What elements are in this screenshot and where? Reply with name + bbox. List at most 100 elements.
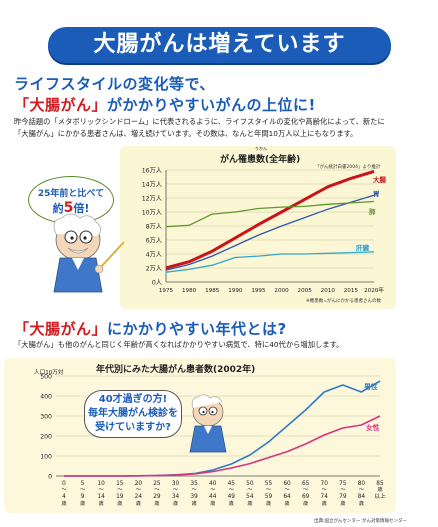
chart2-x-tick-label: 80 (358, 481, 366, 487)
chart1-x-tick-label: 2000 (274, 288, 289, 294)
chart2-y-tick-label: 200 (40, 434, 52, 441)
chart2-y-tick-label: 100 (40, 454, 52, 461)
chart2-y-tick-label: 400 (40, 394, 52, 401)
chart1-y-tick-label: 10万人 (142, 210, 162, 217)
chart2-x-tick-label: 9 (81, 494, 85, 500)
highlight-daicho: 「大腸がん」 (14, 96, 108, 114)
section1-heading-line2: 「大腸がん」がかかりやすいがんの上位に! (14, 94, 316, 115)
heading-rest: がかかりやすいがんの上位に! (107, 96, 316, 114)
chart2-x-tick-label: 〜 (285, 487, 290, 493)
chart2-x-tick-label: 歳 (285, 500, 290, 507)
bubble2-line3: 受けていますか? (95, 422, 171, 433)
section1-body-line2: 「大腸がん」にかかる患者さんは、増え続けています。その数は、なんと年間10万人以… (14, 129, 358, 138)
chart2-x-tick-label: 以上 (374, 492, 386, 500)
chart2-x-tick-label: 〜 (173, 487, 178, 493)
chart1-x-tick-label: 1990 (228, 288, 243, 294)
section2-body: 「大腸がん」も他のがんと同じく年齢が高くなればかかりやすい病気で、特に40代から… (14, 340, 344, 349)
chart2-x-tick-label: 〜 (247, 487, 252, 493)
chart1-x-tick-label: 1980 (182, 288, 197, 294)
chart2-x-tick-label: 歳 (247, 500, 252, 507)
chart2-y-tick-label: 500 (40, 374, 52, 381)
chart2-x-tick-label: 〜 (340, 487, 345, 493)
chart2-x-tick-label: 20 (135, 481, 143, 487)
chart1-y-tick-label: 6万人 (146, 238, 162, 245)
bubble1-line1: 25年前と比べて (37, 189, 105, 199)
chart2-x-tick-label: 歳 (359, 500, 364, 507)
highlight-daicho-2: 「大腸がん」 (14, 320, 108, 338)
chart2-x-tick-label: 15 (116, 481, 124, 487)
chart2-x-tick-label: 64 (283, 494, 291, 500)
chart1-y-tick-label: 16万人 (142, 168, 162, 175)
chart1-series-label: 胃 (373, 189, 380, 198)
chart1-series-line (165, 194, 375, 271)
chart2-x-tick-label: 〜 (359, 487, 364, 493)
chart2-title: 年代別にみた大腸がん患者数(2002年) (96, 365, 256, 375)
chart2-x-tick-label: 44 (209, 494, 217, 500)
chart2-x-tick-label: 歳 (303, 500, 308, 507)
chart1-series-label: 肝臓 (356, 243, 370, 252)
chart2-x-tick-label: 79 (339, 494, 347, 500)
chart2-x-tick-label: 0 (62, 481, 66, 487)
chart1-series-label: 肺 (369, 207, 376, 216)
chart2-y-tick-label: 300 (40, 414, 52, 421)
chart2-x-tick-label: 〜 (229, 487, 234, 493)
chart2-x-tick-label: 59 (265, 494, 273, 500)
chart1-y-tick-label: 0人 (152, 280, 162, 287)
chart1-title: がん罹患数(全年齢) (220, 155, 301, 165)
chart1-series-line (165, 169, 375, 270)
chart2-x-tick-label: 歳 (61, 500, 66, 507)
chart1-y-tick-label: 12万人 (142, 196, 162, 203)
doctor-mascot-2-icon (189, 394, 227, 453)
section1-heading-line1: ライフスタイルの変化等で、 (14, 75, 215, 93)
chart2-x-tick-label: 〜 (117, 487, 122, 493)
doctor-mascot-icon (53, 213, 125, 293)
chart1-plot: 0人 2万人 4万人 6万人 8万人 10万人 12万人 14万人 16万人 1975 1980 19… (142, 168, 387, 295)
chart2-x-tick-label: 65 (302, 481, 310, 487)
chart2-series-label: 女性 (366, 423, 380, 432)
chart2-x-tick-label: 〜 (192, 487, 197, 493)
chart2-x-tick-label: 5 (81, 481, 85, 487)
chart2-x-tick-label: 29 (153, 494, 161, 500)
chart2-series-line (64, 415, 381, 477)
chart2-series-label: 男性 (363, 382, 378, 391)
chart1-y-tick-label: 4万人 (146, 252, 162, 259)
chart2-x-tick-label: 35 (190, 481, 198, 487)
chart2-x-tick-label: 19 (116, 494, 124, 500)
chart2-x-tick-label: 24 (135, 494, 143, 500)
chart1-series-label: 大腸 (373, 175, 387, 184)
chart1-source-note: 「がん統計白書2004」より推計 (315, 165, 381, 170)
chart2-x-tick-label: 歳 (99, 500, 104, 507)
chart2-x-tick-label: 69 (302, 494, 310, 500)
chart2-x-tick-label: 34 (172, 494, 180, 500)
chart2-x-tick-label: 60 (283, 481, 291, 487)
chart2-x-tick-label: 〜 (136, 487, 141, 493)
chart2-x-tick-label: 45 (228, 481, 236, 487)
chart1-x-tick-label: 1995 (251, 288, 266, 294)
chart2-x-tick-label: 40 (209, 481, 217, 487)
bubble1-line2: 約5倍! (52, 200, 90, 216)
chart1-title-ruby: りかん (255, 146, 267, 151)
chart2-x-tick-label: 歳 (154, 500, 159, 507)
chart2-x-tick-label: 85 (376, 481, 384, 487)
chart2-y-axis-label: 人口10万対 (34, 368, 64, 376)
title-banner: 大腸がんは増えています (48, 27, 391, 63)
chart2-x-tick-label: 74 (321, 494, 329, 500)
chart2-x-tick-label: 50 (246, 481, 254, 487)
section2-heading: 「大腸がん」にかかりやすい年代とは? (14, 318, 287, 339)
chart2-x-tick-label: 70 (321, 481, 329, 487)
chart2-x-tick-label: 歳 (210, 500, 215, 507)
chart2-x-tick-label: 〜 (266, 487, 271, 493)
chart2-x-tick-label: 〜 (322, 487, 327, 493)
chart2-x-tick-label: 〜 (210, 487, 215, 493)
chart1-y-tick-label: 2万人 (146, 266, 162, 273)
section1-body-line1: 昨今話題の「メタボリックシンドローム」に代表されるように、ライフスタイルの変化や… (14, 117, 385, 126)
chart1-x-tick-label: 1975 (159, 288, 174, 294)
chart2-x-tick-label: 39 (190, 494, 198, 500)
section2-heading-rest: にかかりやすい年代とは? (107, 320, 287, 338)
chart1-series-line (165, 251, 375, 273)
chart1-footnote: ※罹患数=がんにかかる患者さんの数 (306, 299, 382, 304)
chart2-x-tick-label: 歳 (340, 500, 345, 507)
chart2-x-tick-label: 〜 (99, 487, 104, 493)
chart2-x-tick-label: 55 (265, 481, 273, 487)
chart2-x-tick-label: 歳 (192, 500, 197, 507)
